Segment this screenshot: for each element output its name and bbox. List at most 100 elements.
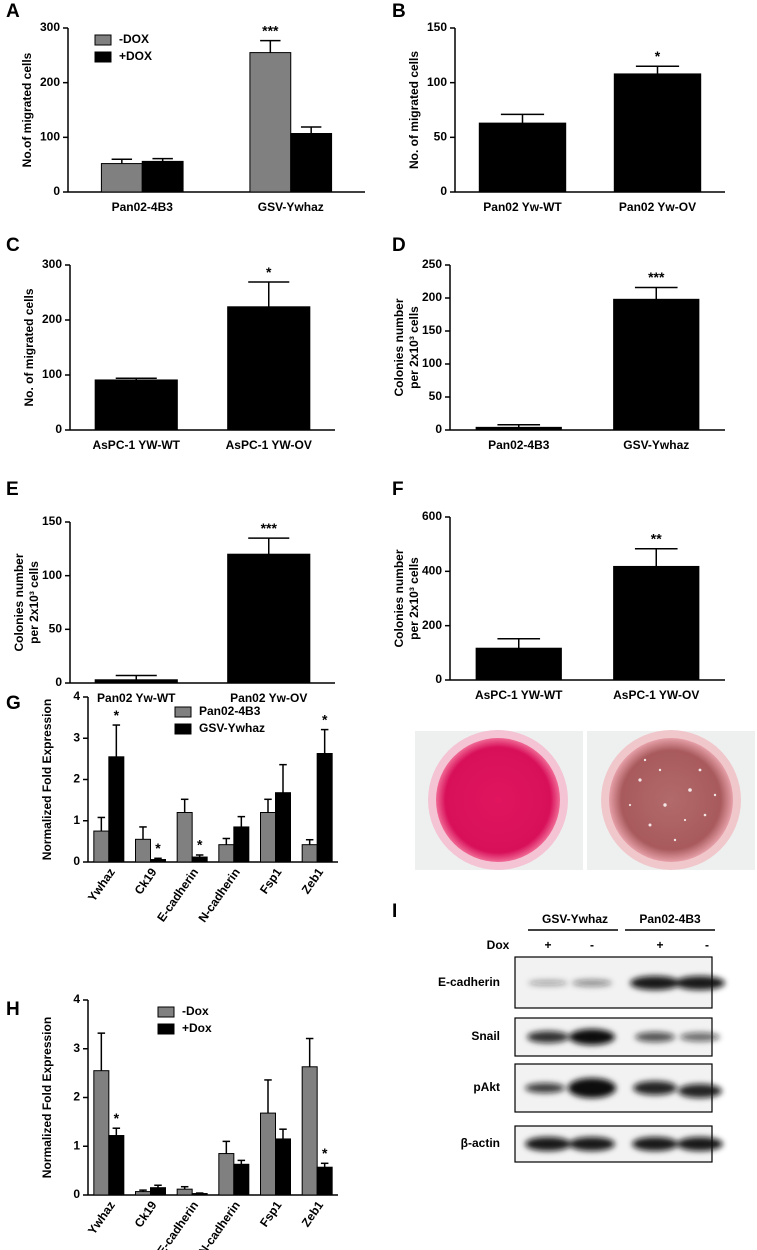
x-tick-label: Fsp1 (257, 1198, 285, 1229)
bar (93, 1070, 110, 1196)
legend-label: -DOX (119, 32, 149, 46)
bar (93, 830, 110, 863)
x-tick-label: AsPC-1 YW-OV (613, 688, 699, 702)
legend-label: Pan02-4B3 (199, 704, 261, 718)
western-blot: I GSV-Ywhaz Pan02-4B3 Dox + - + - E-cadh… (392, 901, 725, 1163)
y-tick-label: 400 (422, 564, 442, 578)
error-bar (154, 857, 162, 860)
error-bar (180, 798, 189, 813)
significance: *** (648, 269, 665, 285)
dox-sign: - (705, 938, 709, 952)
bar (475, 426, 562, 431)
bar (316, 1166, 333, 1196)
row-label: pAkt (473, 1080, 500, 1094)
bar (100, 163, 143, 193)
legend-swatch (94, 34, 112, 46)
x-tick-label: E-cadherin (154, 1199, 201, 1250)
y-tick-label: 0 (435, 672, 442, 686)
legend-label: -Dox (182, 1004, 209, 1018)
y-tick-label: 50 (429, 389, 443, 403)
y-tick-label: 600 (422, 509, 442, 523)
x-tick-label: Ck19 (132, 1198, 160, 1230)
bar (218, 1153, 235, 1196)
bar (227, 306, 311, 431)
error-bar (112, 1127, 121, 1136)
error-bar (154, 1184, 162, 1188)
panel-label: B (392, 1, 406, 22)
legend-swatch (174, 723, 192, 735)
y-tick-label: 150 (422, 323, 442, 337)
significance: *** (262, 22, 279, 38)
y-tick-label: 50 (49, 622, 63, 636)
group-label: Pan02-4B3 (639, 912, 701, 926)
bar (290, 133, 333, 193)
y-tick-label: 150 (427, 20, 447, 34)
x-tick-label: Pan02 Yw-OV (230, 691, 307, 705)
bar (275, 1138, 291, 1196)
dox-sign: + (544, 938, 551, 952)
bar (233, 1163, 250, 1196)
significance: * (114, 707, 120, 723)
panel-label: C (6, 235, 20, 256)
significance: * (322, 711, 328, 727)
error-bar (111, 158, 133, 164)
x-tick-label: Pan02-4B3 (488, 438, 550, 452)
error-bar (139, 826, 147, 840)
error-bar (305, 838, 314, 845)
y-axis-title: per 2x10³ cells (407, 557, 421, 640)
y-axis-title: No. of migrated cells (407, 51, 421, 169)
dox-sign: - (590, 938, 594, 952)
y-axis-title: No. of migrated cells (22, 288, 36, 406)
y-tick-label: 50 (434, 130, 448, 144)
bar (191, 856, 208, 863)
y-tick-label: 150 (42, 514, 62, 528)
error-bar (152, 157, 173, 162)
y-tick-label: 0 (73, 1187, 80, 1201)
error-bar (634, 548, 678, 567)
y-axis-title: Colonies number (12, 553, 26, 651)
row-label: β-actin (461, 1136, 500, 1150)
dish (436, 738, 560, 862)
y-tick-label: 200 (40, 75, 60, 89)
legend-swatch (174, 706, 192, 718)
error-bar (300, 126, 322, 134)
bar (301, 844, 318, 863)
y-tick-label: 0 (440, 184, 447, 198)
bar (249, 52, 292, 193)
y-axis-title: Colonies number (392, 298, 406, 396)
error-bar (264, 798, 272, 813)
bar (94, 379, 178, 431)
bar (218, 844, 235, 863)
significance: * (155, 840, 161, 856)
legend-label: +DOX (119, 49, 152, 63)
bar (301, 1066, 318, 1196)
error-bar (305, 1037, 314, 1067)
bar (94, 679, 178, 684)
error-bar (248, 281, 290, 307)
error-bar (320, 1162, 329, 1168)
y-tick-label: 4 (73, 689, 80, 703)
bar (613, 298, 700, 431)
y-axis-title: Normalized Fold Expression (40, 699, 54, 860)
group-label: GSV-Ywhaz (542, 912, 608, 926)
y-tick-label: 1 (73, 1138, 80, 1152)
x-tick-label: Fsp1 (257, 865, 285, 896)
y-tick-label: 0 (55, 675, 62, 689)
error-bar (497, 637, 541, 649)
y-tick-label: 3 (73, 1041, 80, 1055)
x-tick-label: Zeb1 (299, 865, 327, 896)
x-tick-label: Ck19 (132, 865, 160, 897)
x-tick-label: E-cadherin (154, 866, 201, 925)
y-tick-label: 100 (42, 568, 62, 582)
bar (176, 812, 193, 863)
significance: * (197, 837, 203, 853)
y-tick-label: 0 (435, 422, 442, 436)
bar (135, 1191, 151, 1196)
bar (260, 1112, 276, 1196)
dox-sign: + (656, 938, 663, 952)
y-tick-label: 200 (42, 312, 62, 326)
significance: * (266, 264, 272, 280)
panel-label: G (6, 693, 21, 714)
bar (233, 826, 250, 863)
